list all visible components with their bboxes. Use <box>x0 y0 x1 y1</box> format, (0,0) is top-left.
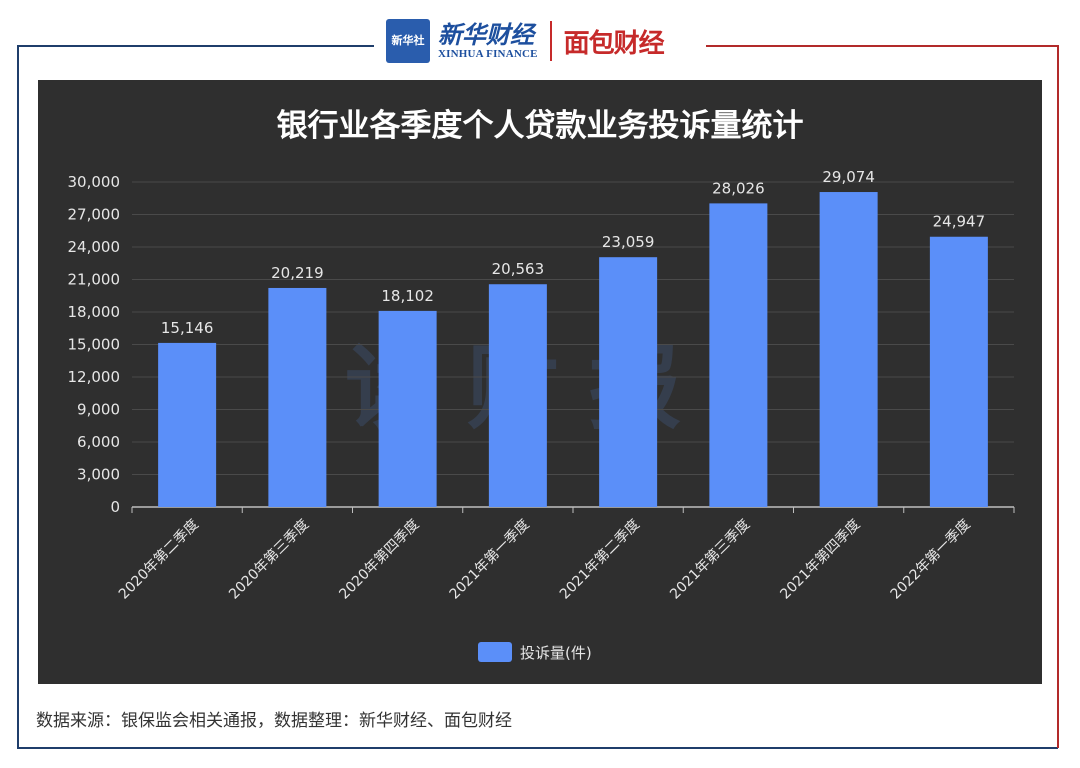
x-tick-label: 2021年第一季度 <box>446 516 533 603</box>
y-tick-label: 0 <box>110 498 120 516</box>
bar <box>378 310 437 507</box>
x-tick-label: 2020年第三季度 <box>225 516 312 603</box>
y-tick-label: 24,000 <box>68 238 121 256</box>
data-label: 15,146 <box>161 319 214 337</box>
y-tick-label: 12,000 <box>68 368 121 386</box>
data-label: 23,059 <box>602 233 655 251</box>
source-note: 数据来源：银保监会相关通报，数据整理：新华财经、面包财经 <box>36 711 512 731</box>
y-tick-label: 21,000 <box>68 271 121 289</box>
y-tick-label: 30,000 <box>68 173 121 191</box>
y-tick-label: 3,000 <box>77 466 120 484</box>
y-tick-label: 9,000 <box>77 401 120 419</box>
data-label: 18,102 <box>381 287 434 305</box>
bar <box>929 236 988 507</box>
bar <box>268 287 327 507</box>
x-tick-label: 2020年第二季度 <box>115 516 202 603</box>
data-label: 28,026 <box>712 179 765 197</box>
bar <box>819 192 878 507</box>
y-tick-label: 6,000 <box>77 433 120 451</box>
xinhua-english: XINHUA FINANCE <box>438 48 538 60</box>
bar <box>599 257 658 507</box>
xinhua-badge-text: 新华社 <box>391 34 425 47</box>
header-logo: 新华社 新华财经 XINHUA FINANCE 面包财经 <box>386 14 702 68</box>
x-tick-label: 2021年第二季度 <box>556 516 643 603</box>
mianbao-name: 面包财经 <box>563 28 665 59</box>
data-label: 20,563 <box>492 260 545 278</box>
bar-chart: 读财报银行业各季度个人贷款业务投诉量统计03,0006,0009,00012,0… <box>68 108 1015 662</box>
chart-title: 银行业各季度个人贷款业务投诉量统计 <box>277 108 804 144</box>
bar <box>488 284 547 507</box>
x-tick-label: 2020年第四季度 <box>336 516 423 603</box>
legend-swatch <box>478 642 512 662</box>
y-tick-label: 15,000 <box>68 336 121 354</box>
x-tick-label: 2021年第四季度 <box>777 516 864 603</box>
data-label: 29,074 <box>822 168 875 186</box>
x-tick-label: 2022年第一季度 <box>887 516 974 603</box>
y-tick-label: 27,000 <box>68 206 121 224</box>
data-label: 20,219 <box>271 264 324 282</box>
x-tick-label: 2021年第三季度 <box>666 516 753 603</box>
xinhua-name: 新华财经 <box>438 20 534 49</box>
legend-label: 投诉量(件) <box>520 644 592 662</box>
logo-separator <box>549 21 552 61</box>
bar <box>158 342 217 507</box>
bar <box>709 203 768 507</box>
chart-panel: 读财报银行业各季度个人贷款业务投诉量统计03,0006,0009,00012,0… <box>38 80 1042 684</box>
y-tick-label: 18,000 <box>68 303 121 321</box>
xinhua-badge-icon: 新华社 <box>386 19 430 63</box>
xinhua-logo-text: 新华财经 XINHUA FINANCE <box>438 20 538 61</box>
data-label: 24,947 <box>933 213 986 231</box>
